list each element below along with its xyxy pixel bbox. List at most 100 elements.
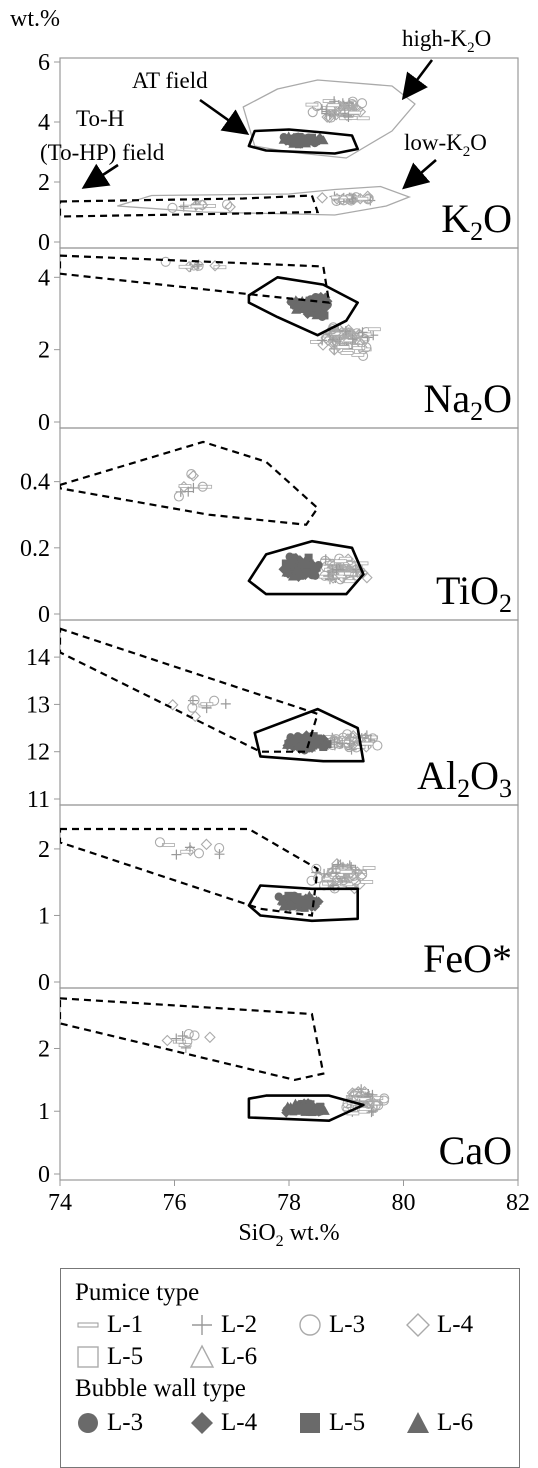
data-point xyxy=(352,346,366,351)
y-tick-label: 0 xyxy=(38,230,50,256)
y-tick-label: 12 xyxy=(26,740,50,766)
data-point xyxy=(320,554,331,565)
data-point xyxy=(160,256,171,267)
legend-item-pumice: L-6 xyxy=(189,1343,257,1371)
data-point xyxy=(343,568,354,579)
at-field xyxy=(247,276,359,337)
data-point xyxy=(171,849,182,860)
data-point xyxy=(356,116,370,121)
oxide-label: Na2O xyxy=(423,376,512,426)
y-tick-label: 0 xyxy=(38,1162,50,1188)
legend-label: L-3 xyxy=(329,1311,366,1338)
data-point xyxy=(294,566,305,576)
panel-al2o3: 11 12 13 14 Al2O3 xyxy=(26,619,519,813)
data-point xyxy=(182,1036,193,1047)
data-point xyxy=(189,710,202,723)
annotation-to-hp-field: (To-HP) field xyxy=(40,140,165,165)
panel-cao: 0 1 2 CaO xyxy=(38,987,519,1188)
data-point xyxy=(183,486,194,497)
annotation-arrow xyxy=(402,159,437,190)
data-point xyxy=(352,745,366,749)
data-point xyxy=(317,339,329,351)
data-point xyxy=(204,1031,216,1044)
data-point xyxy=(189,695,200,706)
data-point xyxy=(355,561,369,566)
data-point xyxy=(196,199,209,211)
to-h-field xyxy=(60,254,331,304)
data-point xyxy=(189,1030,200,1041)
high-k2o-field xyxy=(242,79,416,159)
data-point xyxy=(318,740,329,750)
data-point xyxy=(343,327,354,338)
data-point xyxy=(339,105,350,116)
legend-item-bubble: L-3 xyxy=(75,1409,143,1437)
data-point xyxy=(301,558,310,567)
data-point xyxy=(311,565,321,574)
data-point xyxy=(180,849,194,854)
legend-item-bubble: L-6 xyxy=(405,1409,473,1437)
data-point xyxy=(307,135,318,146)
triangle-filled-icon xyxy=(407,1412,429,1433)
data-point xyxy=(209,695,220,706)
oxide-label: CaO xyxy=(439,1128,512,1173)
data-point xyxy=(201,703,212,714)
y-tick-label: 1 xyxy=(38,903,50,929)
data-point xyxy=(363,1089,374,1100)
annotation-arrow xyxy=(81,163,119,189)
data-point xyxy=(370,1100,381,1111)
y-tick-label: 4 xyxy=(38,265,50,291)
data-point xyxy=(304,1102,313,1111)
data-point xyxy=(167,202,178,213)
data-point xyxy=(306,298,315,307)
at-field xyxy=(247,539,365,596)
data-point xyxy=(367,1106,378,1117)
data-point xyxy=(178,201,189,212)
y-tick-label: 4 xyxy=(38,110,50,136)
legend-label: L-4 xyxy=(221,1409,258,1436)
y-tick-label: 0 xyxy=(38,970,50,996)
oxide-label: TiO2 xyxy=(436,568,512,618)
data-point xyxy=(357,327,368,338)
legend-label: L-4 xyxy=(437,1311,474,1338)
to-h-field xyxy=(60,194,320,218)
to-h-field xyxy=(60,627,319,753)
data-point xyxy=(304,553,313,562)
legend-label: L-1 xyxy=(107,1311,144,1338)
data-point xyxy=(331,868,342,879)
plus-icon xyxy=(192,1315,212,1335)
data-point xyxy=(286,557,297,568)
data-point xyxy=(352,1090,365,1103)
data-point xyxy=(186,469,197,480)
annotation-arrow xyxy=(401,59,434,101)
data-point xyxy=(178,264,192,269)
legend-label: L-2 xyxy=(221,1311,258,1338)
data-point xyxy=(328,880,340,892)
x-tick-label: 80 xyxy=(392,1190,416,1216)
circle-filled-icon xyxy=(78,1413,98,1433)
data-point xyxy=(292,1106,301,1115)
data-point xyxy=(224,201,236,213)
data-points xyxy=(60,827,376,923)
data-point xyxy=(378,1095,390,1106)
data-point xyxy=(311,301,322,311)
data-point xyxy=(187,470,200,482)
y-tick-label: 2 xyxy=(38,837,50,863)
data-point xyxy=(184,844,197,857)
x-tick-label: 78 xyxy=(277,1190,301,1216)
legend-label: L-5 xyxy=(329,1409,366,1436)
data-point xyxy=(361,190,374,203)
y-tick-label: 0 xyxy=(38,410,50,436)
data-point xyxy=(293,300,304,311)
data-point xyxy=(340,325,351,336)
panel-tio2: 0 0.2 0.4 TiO2 xyxy=(20,427,519,628)
data-point xyxy=(347,96,358,107)
at-field xyxy=(253,707,365,763)
data-point xyxy=(347,334,358,345)
data-point xyxy=(187,702,198,713)
oxide-label: Al2O3 xyxy=(417,753,512,803)
data-point xyxy=(197,481,208,492)
at-field xyxy=(247,128,359,155)
legend-item-pumice: L-4 xyxy=(405,1311,473,1339)
data-point xyxy=(300,302,309,311)
